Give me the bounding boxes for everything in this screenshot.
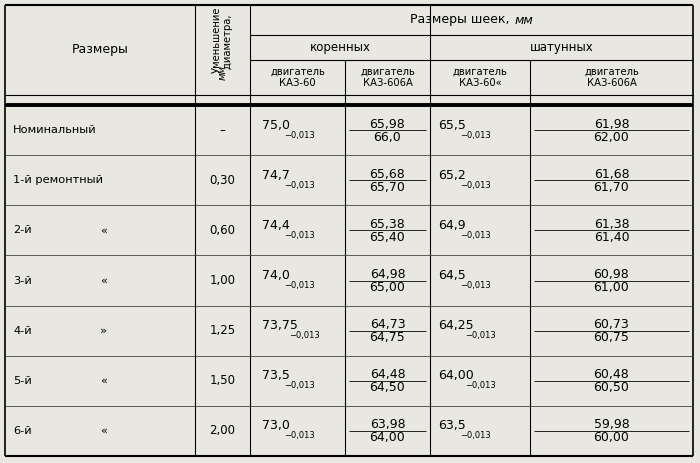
Text: 61,40: 61,40 [594,231,629,244]
Text: двигатель
КАЗ-606А: двигатель КАЗ-606А [584,67,639,88]
Text: 2,00: 2,00 [209,425,235,438]
Text: −0,013: −0,013 [460,131,491,139]
Text: 5-й: 5-й [13,376,32,386]
Text: Номинальный: Номинальный [13,125,97,135]
Text: 64,9: 64,9 [438,219,466,232]
Text: Размеры: Размеры [71,44,128,56]
Text: 61,38: 61,38 [594,218,629,231]
Text: 64,50: 64,50 [370,382,405,394]
Text: 60,50: 60,50 [594,382,629,394]
Text: 65,2: 65,2 [438,169,466,181]
Text: Размеры шеек,: Размеры шеек, [410,13,513,26]
Text: 66,0: 66,0 [374,131,401,144]
Text: 0,30: 0,30 [209,174,235,187]
Text: 64,73: 64,73 [370,318,405,331]
Text: «: « [100,275,107,286]
Text: коренных: коренных [309,41,370,54]
Text: 1,25: 1,25 [209,324,236,337]
Text: 63,98: 63,98 [370,419,405,432]
Text: 60,98: 60,98 [594,268,629,281]
Text: 64,25: 64,25 [438,319,474,332]
Text: 4-й: 4-й [13,325,32,336]
Text: −0,013: −0,013 [460,231,491,240]
Text: 74,0: 74,0 [262,269,290,282]
Text: 64,00: 64,00 [370,432,405,444]
Text: мм: мм [514,13,533,26]
Text: 73,5: 73,5 [262,369,290,382]
Text: 65,98: 65,98 [370,118,405,131]
Text: −0,013: −0,013 [460,432,491,440]
Text: 1,50: 1,50 [209,374,235,387]
Text: 61,00: 61,00 [594,281,629,294]
Text: −0,013: −0,013 [284,281,315,290]
Text: 6-й: 6-й [13,426,32,436]
Text: −0,013: −0,013 [290,331,321,340]
Text: 64,98: 64,98 [370,268,405,281]
Text: 60,00: 60,00 [594,432,629,444]
Text: 60,73: 60,73 [594,318,629,331]
Text: 60,75: 60,75 [594,331,629,344]
Text: »: » [100,325,107,336]
Text: 74,7: 74,7 [262,169,290,181]
Text: −0,013: −0,013 [284,181,315,190]
Text: 3-й: 3-й [13,275,32,286]
Text: 64,5: 64,5 [438,269,466,282]
Text: «: « [100,225,107,235]
Text: 1-й ремонтный: 1-й ремонтный [13,175,103,185]
Text: 65,40: 65,40 [370,231,405,244]
Text: 75,0: 75,0 [262,119,290,131]
Text: −0,013: −0,013 [466,382,496,390]
Text: 65,00: 65,00 [370,281,405,294]
Text: −0,013: −0,013 [284,231,315,240]
Text: −0,013: −0,013 [284,382,315,390]
Text: двигатель
КАЗ-606А: двигатель КАЗ-606А [360,67,415,88]
Text: 65,38: 65,38 [370,218,405,231]
Text: «: « [100,426,107,436]
Text: −0,013: −0,013 [284,432,315,440]
Text: 65,5: 65,5 [438,119,466,131]
Text: 61,98: 61,98 [594,118,629,131]
Text: мм: мм [218,64,228,80]
Text: 73,0: 73,0 [262,419,290,432]
Text: 63,5: 63,5 [438,419,466,432]
Text: «: « [100,376,107,386]
Text: 65,68: 65,68 [370,168,405,181]
Text: −0,013: −0,013 [466,331,496,340]
Text: 61,70: 61,70 [594,181,629,194]
Text: Уменьшение
диаметра,: Уменьшение диаметра, [211,7,233,73]
Text: −0,013: −0,013 [460,181,491,190]
Text: шатунных: шатунных [530,41,594,54]
Text: 0,60: 0,60 [209,224,235,237]
Text: двигатель
КАЗ-60«: двигатель КАЗ-60« [453,67,508,88]
Text: 64,75: 64,75 [370,331,405,344]
Text: 59,98: 59,98 [594,419,629,432]
Text: −0,013: −0,013 [284,131,315,139]
Text: 1,00: 1,00 [209,274,235,287]
Text: 61,68: 61,68 [594,168,629,181]
Text: двигатель
КАЗ-60: двигатель КАЗ-60 [270,67,325,88]
Text: 2-й: 2-й [13,225,32,235]
Text: 74,4: 74,4 [262,219,290,232]
Text: −0,013: −0,013 [460,281,491,290]
Text: –: – [220,124,225,137]
Text: 73,75: 73,75 [262,319,298,332]
Text: 65,70: 65,70 [370,181,405,194]
Text: 64,00: 64,00 [438,369,474,382]
Text: 62,00: 62,00 [594,131,629,144]
Text: 64,48: 64,48 [370,368,405,382]
Text: 60,48: 60,48 [594,368,629,382]
